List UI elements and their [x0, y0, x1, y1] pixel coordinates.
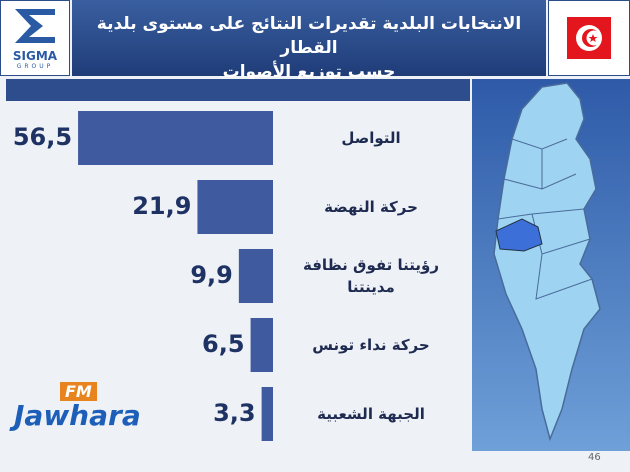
page-number: 46	[588, 452, 601, 463]
jawhara-text: Jawhara	[14, 399, 141, 432]
sigma-text: SIGMA	[12, 49, 58, 63]
category-label: حركة نداء تونس	[312, 336, 430, 354]
value-label: 9,9	[190, 261, 233, 289]
jawhara-logo: FM Jawhara	[14, 382, 141, 431]
region-borders	[497, 138, 593, 300]
category-label: الجبهة الشعبية	[317, 405, 425, 423]
value-label: 56,5	[13, 123, 72, 151]
value-label: 21,9	[132, 192, 191, 220]
flag	[567, 17, 611, 59]
category-label: التواصل	[341, 129, 401, 147]
chart-subtitle: حسب توزيع الأصوات	[222, 62, 396, 82]
title-bar: الانتخابات البلدية تقديرات النتائج على م…	[72, 0, 546, 82]
highlight-region	[495, 218, 543, 252]
value-label: 3,3	[213, 399, 256, 427]
map	[493, 82, 601, 442]
value-label: 6,5	[202, 330, 245, 358]
bar	[78, 111, 273, 165]
sigma-logo: SIGMA GROUP	[0, 0, 70, 76]
category-label: رؤيتنا تفوق نظافة مدينتنا	[303, 256, 439, 296]
bar	[250, 318, 273, 372]
bar	[197, 180, 273, 234]
flag-box	[548, 0, 630, 76]
country-shape	[493, 82, 601, 442]
sigma-shape	[15, 9, 55, 43]
sigma-sub: GROUP	[16, 63, 54, 70]
category-label: حركة النهضة	[324, 198, 418, 216]
flag-star	[588, 34, 598, 42]
bar	[238, 249, 273, 303]
bar	[261, 387, 273, 441]
map-panel	[472, 79, 630, 451]
fm-text: FM	[60, 382, 97, 401]
header-strip	[6, 79, 470, 101]
sigma-icon	[15, 9, 55, 43]
chart-title: الانتخابات البلدية تقديرات النتائج على م…	[96, 14, 522, 58]
